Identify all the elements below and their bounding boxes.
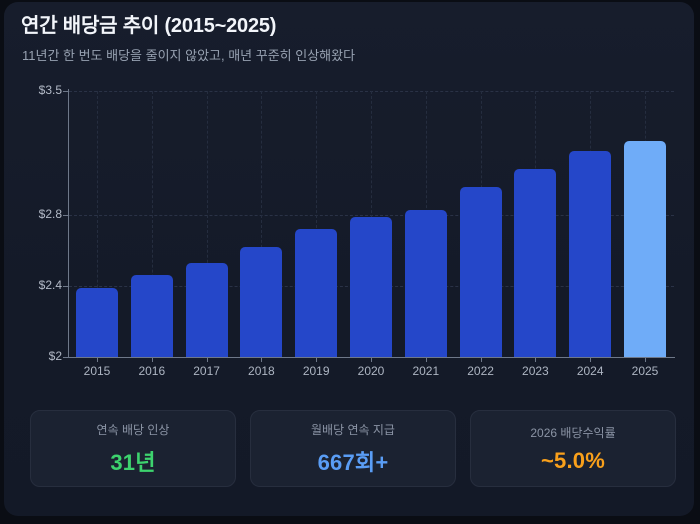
- y-axis-label: $3.5: [38, 83, 62, 97]
- stat-card-monthly-payments: 월배당 연속 지급 667회+: [250, 410, 456, 487]
- y-tick-mark: [63, 91, 68, 92]
- x-tick-mark: [261, 358, 263, 362]
- y-axis-label: $2: [48, 349, 62, 363]
- x-gridline: [97, 91, 98, 357]
- chart-axes: [68, 89, 675, 358]
- stat-value: 667회+: [317, 449, 389, 475]
- stat-value: ~5.0%: [541, 447, 605, 473]
- x-axis-label: 2021: [412, 364, 440, 378]
- x-axis-label: 2023: [522, 364, 549, 378]
- x-tick-mark: [206, 358, 208, 362]
- bar-2021: [404, 209, 447, 357]
- bar-2023: [514, 169, 557, 357]
- bar-2020: [350, 216, 392, 357]
- bar-2022: [459, 186, 502, 357]
- bar-2024: [569, 151, 612, 357]
- x-tick-mark: [590, 358, 592, 362]
- x-axis-label: 2024: [576, 364, 604, 378]
- x-axis-label: 2018: [248, 364, 275, 378]
- bar-2019: [295, 229, 338, 357]
- x-gridline: [206, 91, 208, 357]
- stat-label: 연속 배당 인상: [96, 422, 170, 437]
- x-axis-label: 2022: [467, 364, 494, 378]
- x-axis-label: 2020: [357, 364, 385, 378]
- x-gridline: [316, 91, 318, 357]
- x-tick-mark: [371, 358, 372, 362]
- x-tick-mark: [316, 358, 318, 362]
- bar-2016: [130, 275, 173, 357]
- x-tick-mark: [535, 358, 537, 362]
- page-subtitle: 11년간 한 번도 배당을 줄이지 않았고, 매년 꾸준히 인상해왔다: [22, 48, 356, 63]
- bar-2015: [76, 287, 118, 357]
- page-title: 연간 배당금 추이 (2015~2025): [21, 15, 277, 37]
- x-axis-label: 2025: [631, 364, 659, 378]
- stats-row: 연속 배당 인상 31년 월배당 연속 지급 667회+ 2026 배당수익률 …: [30, 410, 676, 487]
- stat-value: 31년: [110, 449, 156, 475]
- y-tick-mark: [63, 357, 68, 358]
- bar-2025: [624, 140, 666, 357]
- bar-2018: [240, 247, 283, 357]
- x-gridline: [261, 91, 263, 357]
- stat-label: 월배당 연속 지급: [311, 422, 395, 437]
- x-axis-label: 2016: [138, 364, 166, 378]
- x-axis-label: 2019: [302, 364, 330, 378]
- x-gridline: [151, 91, 153, 357]
- x-tick-mark: [645, 358, 646, 362]
- x-axis-label: 2017: [193, 364, 220, 378]
- x-tick-mark: [97, 358, 98, 362]
- y-axis-label: $2.4: [38, 278, 62, 293]
- x-tick-mark: [425, 358, 427, 362]
- stat-card-dividend-yield: 2026 배당수익률 ~5.0%: [470, 410, 676, 487]
- y-tick-mark: [63, 286, 68, 288]
- bar-2017: [185, 263, 228, 357]
- y-axis-label: $2.8: [38, 207, 62, 222]
- x-tick-mark: [480, 358, 482, 362]
- stat-label: 2026 배당수익률: [530, 425, 616, 440]
- stat-card-dividend-increase-years: 연속 배당 인상 31년: [30, 410, 236, 487]
- y-tick-mark: [63, 215, 68, 217]
- x-axis-label: 2015: [83, 364, 111, 378]
- x-tick-mark: [151, 358, 153, 362]
